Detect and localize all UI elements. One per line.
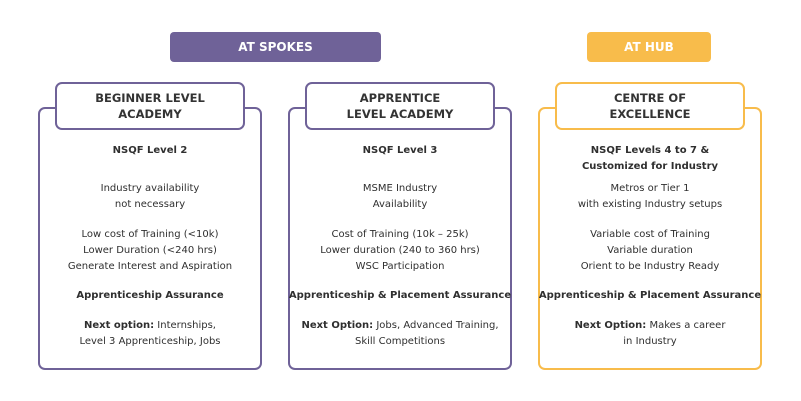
nsqf-level-line: Customized for Industry (581, 161, 719, 172)
card-title-line: ACADEMY (118, 107, 182, 121)
industry-info: MSME Industry Availability (288, 181, 512, 213)
card-title-line: EXCELLENCE (609, 107, 691, 121)
card-title: BEGINNER LEVEL ACADEMY (55, 82, 245, 130)
next-option-label: Next Option: (574, 320, 647, 331)
industry-info: Industry availability not necessary (38, 181, 262, 213)
assurance: Apprenticeship & Placement Assurance (288, 288, 512, 304)
training-details-line: Generate Interest and Aspiration (67, 261, 233, 272)
industry-info-line: MSME Industry (362, 183, 438, 194)
at-spokes-banner: AT SPOKES (170, 32, 381, 62)
industry-info-line: Availability (372, 199, 428, 210)
card-title-line: CENTRE OF (613, 91, 687, 105)
nsqf-level: NSQF Level 3 (288, 143, 512, 159)
training-details-line: Lower Duration (<240 hrs) (83, 245, 217, 256)
card-title-line: APPRENTICE (359, 91, 441, 105)
training-details-line: Low cost of Training (<10k) (81, 229, 219, 240)
next-option: Next Option: Makes a career in Industry (538, 318, 762, 350)
industry-info-line: not necessary (114, 199, 186, 210)
industry-info-line: Industry availability (100, 183, 200, 194)
training-details-line: Variable cost of Training (590, 229, 710, 240)
at-hub-banner: AT HUB (587, 32, 711, 62)
nsqf-level: NSQF Level 2 (38, 143, 262, 159)
card-title-line: LEVEL ACADEMY (346, 107, 454, 121)
assurance-text: Apprenticeship Assurance (76, 290, 224, 301)
next-option-text: Skill Competitions (354, 336, 446, 347)
training-details-line: Lower duration (240 to 360 hrs) (320, 245, 480, 256)
training-details-line: WSC Participation (355, 261, 445, 272)
training-details: Low cost of Training (<10k) Lower Duratio… (38, 227, 262, 275)
next-option-label: Next option: (84, 320, 155, 331)
assurance: Apprenticeship Assurance (38, 288, 262, 304)
next-option-text: Level 3 Apprenticeship, Jobs (79, 336, 221, 347)
next-option-text: Makes a career (646, 320, 726, 331)
nsqf-level-line: NSQF Level 3 (362, 145, 438, 156)
card-title: CENTRE OF EXCELLENCE (555, 82, 745, 130)
banner-label: AT HUB (624, 40, 674, 54)
industry-info: Metros or Tier 1 with existing Industry s… (538, 181, 762, 213)
industry-info-line: with existing Industry setups (577, 199, 723, 210)
next-option-text: in Industry (623, 336, 677, 347)
next-option: Next Option: Jobs, Advanced Training, Ski… (288, 318, 512, 350)
training-details-line: Cost of Training (10k – 25k) (331, 229, 469, 240)
next-option-text: Jobs, Advanced Training, (373, 320, 499, 331)
industry-info-line: Metros or Tier 1 (610, 183, 690, 194)
banner-label: AT SPOKES (238, 40, 313, 54)
nsqf-level-line: NSQF Levels 4 to 7 & (590, 145, 710, 156)
assurance-text: Apprenticeship & Placement Assurance (288, 290, 512, 301)
next-option: Next option: Internships, Level 3 Apprent… (38, 318, 262, 350)
academy-card (38, 107, 262, 370)
assurance-text: Apprenticeship & Placement Assurance (538, 290, 762, 301)
card-title-line: BEGINNER LEVEL (95, 91, 205, 105)
nsqf-level: NSQF Levels 4 to 7 & Customized for Indus… (538, 143, 762, 175)
assurance: Apprenticeship & Placement Assurance (538, 288, 762, 304)
academy-card (538, 107, 762, 370)
academy-card (288, 107, 512, 370)
training-details-line: Orient to be Industry Ready (580, 261, 720, 272)
training-details: Variable cost of Training Variable durati… (538, 227, 762, 275)
next-option-text: Internships, (154, 320, 216, 331)
training-details: Cost of Training (10k – 25k) Lower durati… (288, 227, 512, 275)
card-title: APPRENTICE LEVEL ACADEMY (305, 82, 495, 130)
nsqf-level-line: NSQF Level 2 (112, 145, 188, 156)
training-details-line: Variable duration (607, 245, 693, 256)
next-option-label: Next Option: (301, 320, 374, 331)
